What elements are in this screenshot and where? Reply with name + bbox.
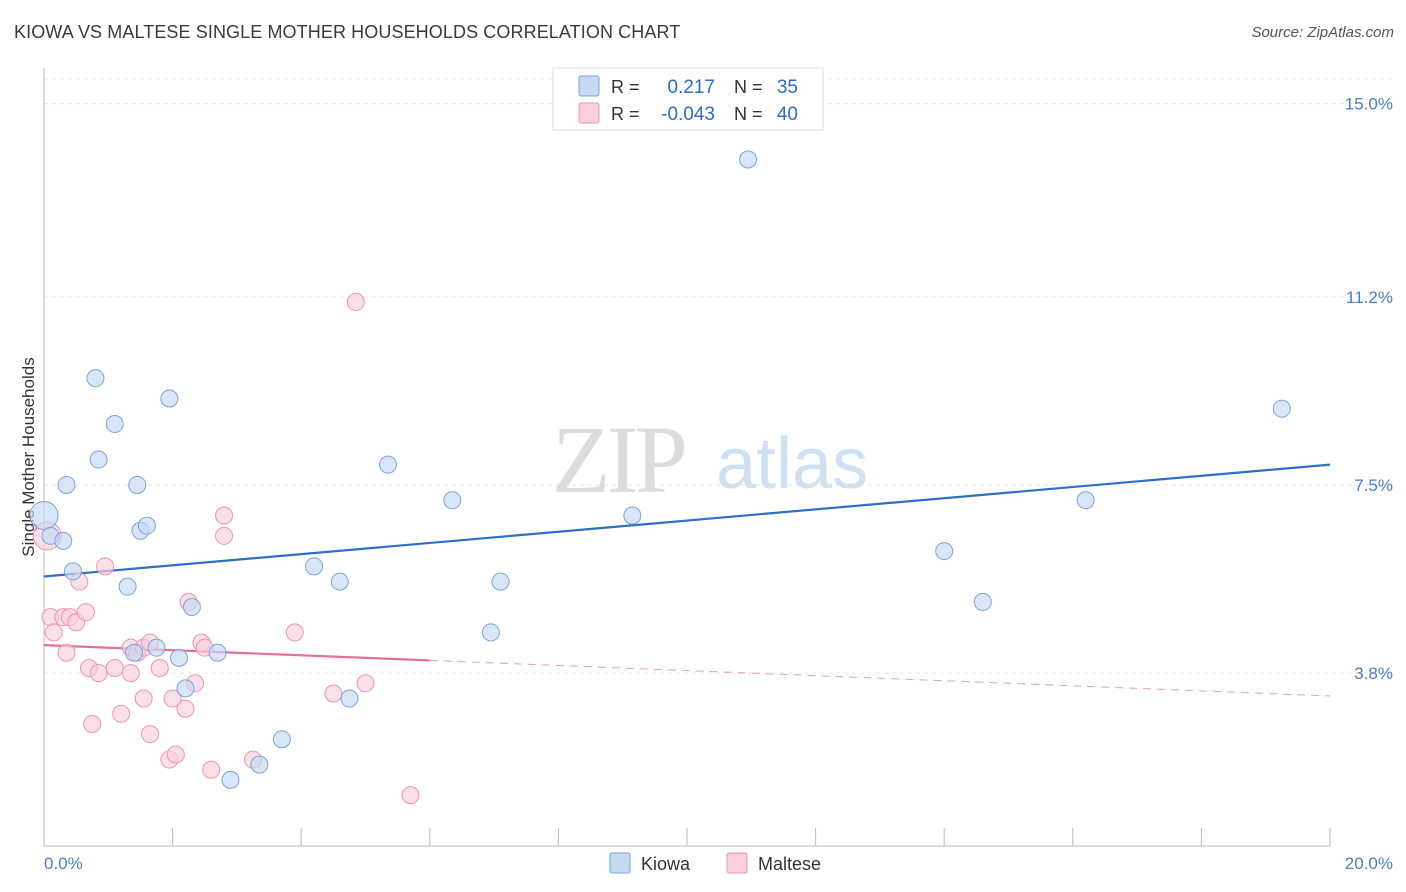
kiowa-point xyxy=(176,679,195,698)
kiowa-point xyxy=(305,557,324,576)
kiowa-point xyxy=(118,577,137,596)
series-legend: Kiowa Maltese xyxy=(609,852,821,874)
maltese-r-label: R = xyxy=(611,104,640,124)
maltese-point xyxy=(176,699,195,718)
watermark-zip: ZIP xyxy=(552,406,685,513)
chart-title: KIOWA VS MALTESE SINGLE MOTHER HOUSEHOLD… xyxy=(14,22,681,42)
kiowa-point xyxy=(208,643,227,662)
maltese-point xyxy=(356,674,375,693)
maltese-point xyxy=(215,506,234,525)
x-tick-label-min: 0.0% xyxy=(44,854,83,873)
kiowa-point xyxy=(935,542,954,561)
maltese-n-label: N = xyxy=(734,104,763,124)
maltese-point xyxy=(324,684,343,703)
kiowa-point xyxy=(221,770,240,789)
maltese-point xyxy=(57,643,76,662)
y-tick-label: 7.5% xyxy=(1354,476,1393,495)
kiowa-point xyxy=(29,500,59,530)
kiowa-point xyxy=(443,491,462,510)
maltese-trend-line-extrapolated xyxy=(429,659,1331,697)
kiowa-point xyxy=(481,623,500,642)
legend-maltese-swatch xyxy=(726,852,748,874)
watermark: ZIP atlas xyxy=(552,406,868,513)
kiowa-point xyxy=(272,730,291,749)
maltese-point xyxy=(202,760,221,779)
kiowa-point xyxy=(128,475,147,494)
maltese-point xyxy=(105,659,124,678)
maltese-point xyxy=(76,603,95,622)
kiowa-point xyxy=(105,414,124,433)
kiowa-point xyxy=(973,592,992,611)
watermark-atlas: atlas xyxy=(716,424,868,504)
kiowa-point xyxy=(182,598,201,617)
kiowa-point xyxy=(89,450,108,469)
x-axis-ticks xyxy=(43,828,1331,846)
maltese-point xyxy=(96,557,115,576)
kiowa-point xyxy=(170,648,189,667)
kiowa-point xyxy=(63,562,82,581)
kiowa-point xyxy=(57,475,76,494)
maltese-trend-line xyxy=(43,644,430,662)
kiowa-point xyxy=(160,389,179,408)
maltese-point xyxy=(134,689,153,708)
trend-lines xyxy=(43,463,1331,697)
kiowa-point xyxy=(1076,491,1095,510)
kiowa-n-value: 35 xyxy=(777,77,798,98)
legend-kiowa-label: Kiowa xyxy=(641,854,691,874)
maltese-r-value: -0.043 xyxy=(661,104,715,125)
kiowa-point xyxy=(137,516,156,535)
kiowa-r-label: R = xyxy=(611,77,640,97)
kiowa-r-value: 0.217 xyxy=(667,77,715,98)
kiowa-point xyxy=(1272,399,1291,418)
gridlines xyxy=(44,78,1393,674)
kiowa-legend-swatch xyxy=(578,75,600,97)
maltese-point xyxy=(401,786,420,805)
maltese-point xyxy=(44,623,63,642)
kiowa-n-label: N = xyxy=(734,77,763,97)
kiowa-point xyxy=(330,572,349,591)
y-tick-labels: 3.8% 7.5% 11.2% 15.0% xyxy=(1345,95,1393,684)
maltese-point xyxy=(121,664,140,683)
x-tick-label-max: 20.0% xyxy=(1345,854,1393,873)
maltese-n-value: 40 xyxy=(777,104,798,125)
kiowa-point xyxy=(147,638,166,657)
kiowa-point xyxy=(739,150,758,169)
maltese-point xyxy=(141,725,160,744)
kiowa-point xyxy=(340,689,359,708)
maltese-legend-swatch xyxy=(578,102,600,124)
kiowa-point xyxy=(623,506,642,525)
source-credit: Source: ZipAtlas.com xyxy=(1251,24,1394,41)
maltese-point xyxy=(166,745,185,764)
kiowa-point xyxy=(491,572,510,591)
maltese-point xyxy=(285,623,304,642)
y-tick-label: 15.0% xyxy=(1345,95,1393,114)
maltese-point xyxy=(346,292,365,311)
maltese-point xyxy=(89,664,108,683)
kiowa-point xyxy=(54,531,73,550)
kiowa-trend-line xyxy=(43,463,1331,578)
maltese-point xyxy=(163,689,182,708)
legend-maltese-label: Maltese xyxy=(758,854,821,874)
y-tick-label: 3.8% xyxy=(1354,664,1393,683)
maltese-point xyxy=(83,714,102,733)
maltese-point xyxy=(215,526,234,545)
kiowa-point xyxy=(379,455,398,474)
kiowa-point xyxy=(86,369,105,388)
data-points xyxy=(29,150,1291,805)
stats-legend: R = 0.217 N = 35 R = -0.043 N = 40 xyxy=(552,67,824,131)
maltese-point xyxy=(112,704,131,723)
kiowa-point xyxy=(125,643,144,662)
kiowa-point xyxy=(250,755,269,774)
y-tick-label: 11.2% xyxy=(1346,288,1393,307)
maltese-point xyxy=(150,659,169,678)
legend-kiowa-swatch xyxy=(609,852,631,874)
